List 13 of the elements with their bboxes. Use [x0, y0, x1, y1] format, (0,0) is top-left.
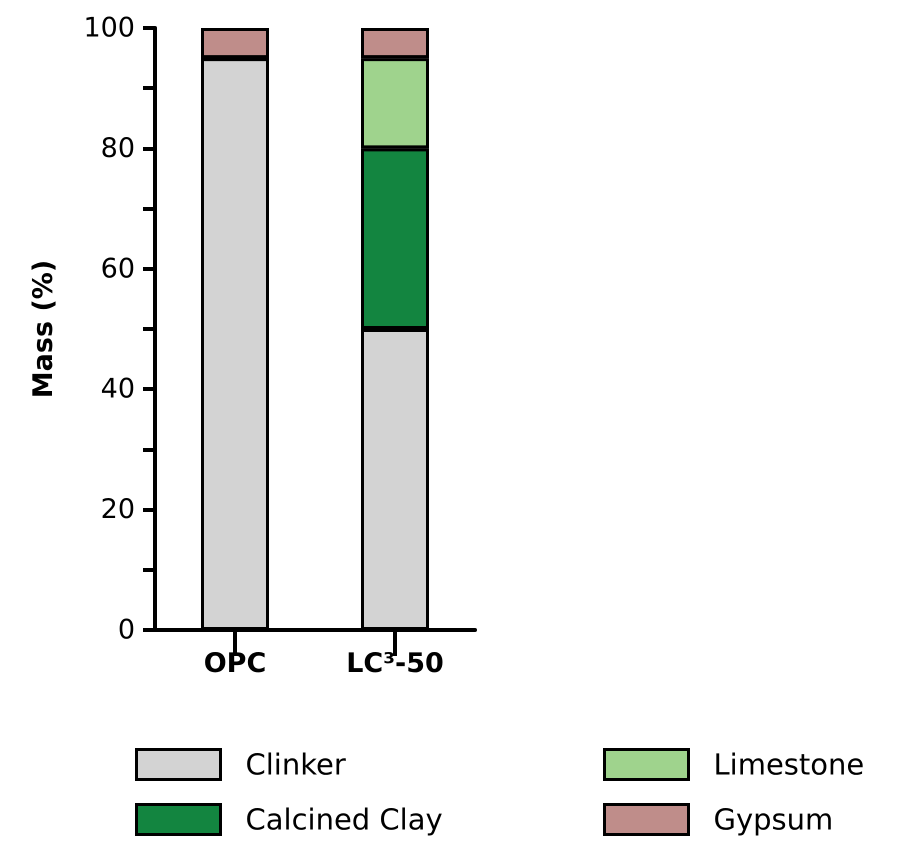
legend-label: Clinker	[246, 748, 346, 782]
y-tick-label: 60	[100, 253, 135, 284]
y-tick-label: 0	[118, 614, 135, 646]
legend-label: Calcined Clay	[246, 802, 443, 836]
y-axis-title: Mass (%)	[28, 260, 59, 398]
x-tick-label: OPC	[204, 648, 266, 679]
legend-label: Limestone	[714, 748, 864, 782]
y-tick-label: 80	[100, 132, 135, 164]
y-tick-label: 100	[83, 12, 135, 44]
legend-label: Gypsum	[714, 802, 834, 836]
y-tick-label: 40	[100, 374, 135, 405]
y-tick-label: 20	[100, 494, 135, 526]
x-tick-label: LC³-50	[346, 648, 444, 679]
